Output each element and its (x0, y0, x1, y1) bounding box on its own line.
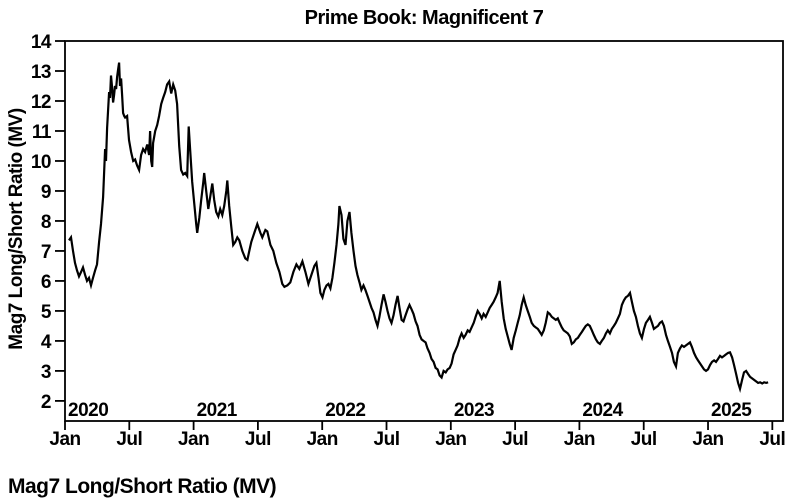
x-tick-label: Jan (307, 429, 338, 450)
y-tick-label: 2 (41, 392, 51, 413)
data-line (68, 62, 769, 394)
y-tick-label: 6 (41, 272, 51, 293)
x-tick-label: Jul (116, 429, 142, 450)
x-tick-label: Jan (564, 429, 595, 450)
x-tick-label: Jan (435, 429, 466, 450)
y-axis-title: Mag7 Long/Short Ratio (MV) (6, 108, 27, 350)
y-tick-label: 9 (41, 182, 51, 203)
y-tick-label: 12 (31, 92, 51, 113)
year-label: 2024 (582, 400, 623, 421)
chart-title: Prime Book: Magnificent 7 (304, 7, 544, 29)
x-tick-label: Jan (178, 429, 209, 450)
x-tick-label: Jul (759, 429, 785, 450)
footer-caption: Mag7 Long/Short Ratio (MV) (8, 475, 277, 498)
x-tick-label: Jul (502, 429, 528, 450)
y-tick-label: 8 (41, 212, 51, 233)
x-tick-label: Jul (631, 429, 657, 450)
y-tick-label: 7 (41, 242, 51, 263)
year-label: 2023 (454, 400, 494, 421)
year-label: 2022 (325, 400, 365, 421)
x-tick-label: Jul (374, 429, 400, 450)
plot-frame (64, 40, 784, 422)
y-tick-label: 4 (41, 332, 52, 353)
y-tick-label: 5 (41, 302, 52, 323)
y-tick-label: 10 (31, 152, 51, 173)
year-label: 2021 (197, 400, 238, 421)
year-label: 2025 (711, 400, 752, 421)
year-label: 2020 (68, 400, 108, 421)
y-tick-label: 14 (31, 32, 52, 53)
y-tick-label: 11 (32, 122, 52, 143)
x-tick-label: Jul (245, 429, 271, 450)
y-tick-label: 3 (41, 362, 51, 383)
x-tick-label: Jan (49, 429, 80, 450)
x-tick-label: Jan (692, 429, 723, 450)
y-tick-label: 13 (31, 62, 51, 83)
